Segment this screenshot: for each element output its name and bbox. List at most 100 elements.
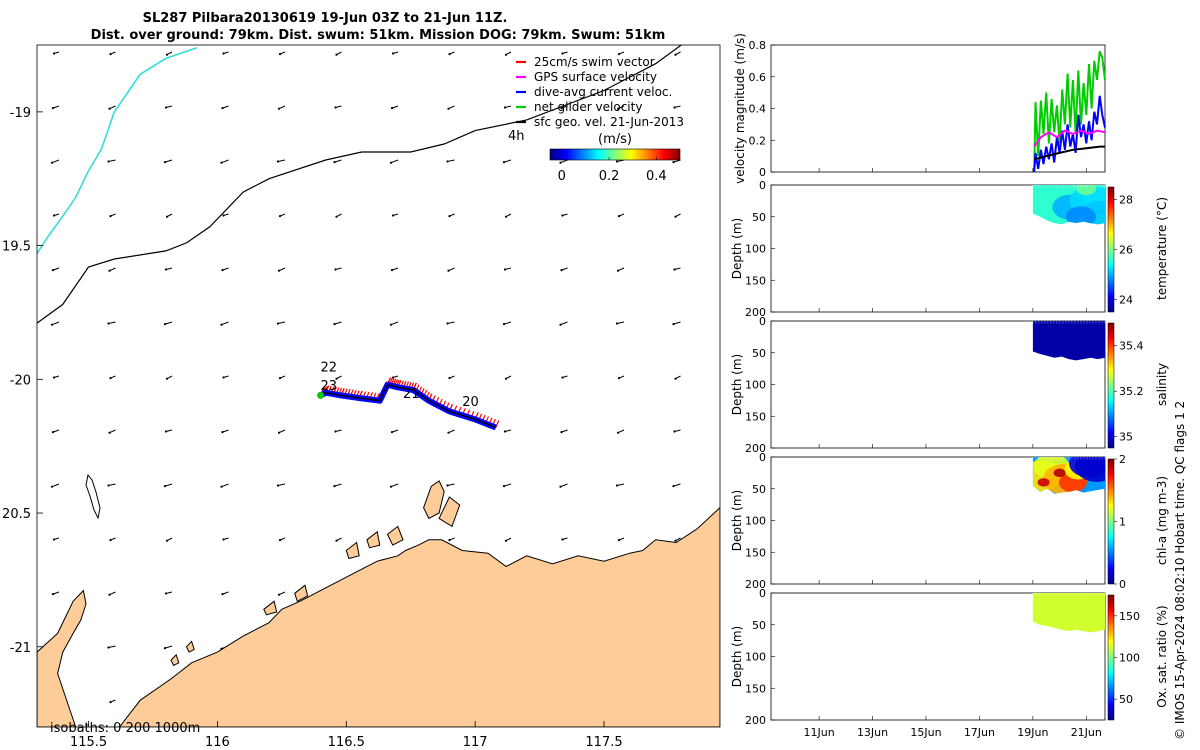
current-vector-head <box>448 215 451 218</box>
current-vector-head <box>278 215 282 218</box>
profile-data-fill <box>1032 321 1105 361</box>
current-vector-head <box>221 107 224 110</box>
profile-y-tick-label: 50 <box>752 347 766 360</box>
current-vector-head <box>276 160 280 163</box>
current-vector-head <box>447 431 450 434</box>
map-y-tick-label: -21 <box>10 641 31 656</box>
time-marker-label: 4h <box>508 129 525 144</box>
profile-patch <box>1037 478 1050 487</box>
profile-y-axis-label: Depth (m) <box>730 490 744 551</box>
current-vector-head <box>333 323 336 326</box>
map-axes-frame <box>36 44 721 728</box>
current-vector-head <box>222 52 225 55</box>
island <box>294 584 309 603</box>
current-vector-head <box>616 269 620 272</box>
current-vector-head <box>334 106 337 109</box>
velocity-y-tick-label: 0.6 <box>749 71 767 84</box>
imos-credit-note: © IMOS 15-Apr-2024 08:02:10 Hobart time.… <box>1173 401 1187 740</box>
day-label: 23 <box>321 379 338 394</box>
current-vector-head <box>503 430 507 433</box>
map-y-tick-label: -20 <box>10 373 31 388</box>
current-vector-head <box>165 53 169 56</box>
profile-patch <box>1053 468 1066 478</box>
current-vector-head <box>108 593 111 596</box>
profile-colorbar <box>1107 186 1115 313</box>
current-vector-head <box>335 53 338 56</box>
current-vector-head <box>107 322 110 325</box>
map-x-tick-label: 117 <box>463 735 488 750</box>
current-vector-head <box>52 214 56 217</box>
current-vector-head <box>109 215 112 218</box>
map-x-tick-label: 116.5 <box>328 735 365 750</box>
glider-track <box>317 377 500 431</box>
current-vector <box>164 321 173 325</box>
current-vector-head <box>165 377 169 380</box>
profile-y-axis-label: Depth (m) <box>730 626 744 687</box>
profile-colorbar-tick-label: 35.4 <box>1119 340 1144 353</box>
current-vector-head <box>277 107 281 110</box>
velocity-y-tick-label: 0 <box>759 166 766 179</box>
current-vector-head <box>559 161 562 164</box>
velocity-series-line <box>1033 51 1106 173</box>
current-vector-head <box>447 107 450 110</box>
profile-y-tick-label: 100 <box>745 379 766 392</box>
island <box>170 653 180 667</box>
profile-y-tick-label: 150 <box>745 682 766 695</box>
profile-colorbar-tick-label: 24 <box>1119 294 1133 307</box>
profile-y-tick-label: 200 <box>745 578 766 591</box>
profile-y-tick-label: 100 <box>745 515 766 528</box>
current-vector-head <box>107 160 110 163</box>
current-vector-head <box>446 160 449 163</box>
current-vector-head <box>448 377 451 380</box>
current-vector-head <box>504 539 508 542</box>
profile-colorbar-tick-label: 0 <box>1119 578 1126 591</box>
current-vector-head <box>222 376 225 379</box>
current-vector <box>51 483 60 488</box>
current-vector <box>51 159 60 164</box>
profile-y-tick-label: 50 <box>752 483 766 496</box>
profile-patches <box>1052 185 1105 225</box>
current-vector <box>616 321 625 324</box>
current-vector-head <box>220 161 223 164</box>
current-vector <box>334 483 342 487</box>
current-vector-head <box>276 484 280 487</box>
current-vector <box>221 159 229 164</box>
profile-colorbar <box>1107 458 1115 585</box>
reef-outline <box>85 473 101 520</box>
profile-colorbar-tick-label: 35 <box>1119 431 1133 444</box>
current-vector-head <box>109 539 112 542</box>
velocity-y-tick-label: 0.4 <box>749 103 767 116</box>
current-vector-head <box>446 322 449 325</box>
current-vector-head <box>163 161 167 164</box>
current-vector-head <box>164 592 168 595</box>
depth-profile-panel: 0 50 100 150 200 Depth (m) 35 35.2 35.4 salinity <box>730 315 1169 455</box>
current-vector-head <box>389 323 393 326</box>
current-vector <box>390 321 399 326</box>
profile-colorbar <box>1107 322 1115 449</box>
current-vector-head <box>561 538 564 541</box>
profile-y-axis-label: Depth (m) <box>730 218 744 279</box>
legend-entry: 25cm/s swim vector <box>534 55 655 69</box>
current-vector <box>503 159 512 163</box>
current-vector-head <box>674 53 677 56</box>
colorbar-gradient <box>549 148 681 161</box>
current-vector <box>108 321 116 324</box>
current-vector-head <box>674 539 677 542</box>
current-vector-head <box>220 323 223 326</box>
current-vector-head <box>333 161 336 164</box>
profile-patch <box>1074 457 1105 482</box>
current-vector <box>277 321 286 324</box>
current-vector-head <box>163 647 167 650</box>
profile-y-tick-label: 0 <box>759 315 766 328</box>
current-vector <box>108 483 116 486</box>
current-vector-head <box>220 485 223 488</box>
profile-colorbar-tick-label: 28 <box>1119 194 1133 207</box>
current-vector <box>51 321 60 326</box>
current-vector-head <box>164 268 168 271</box>
island <box>386 525 404 546</box>
isobath-lines <box>37 45 682 324</box>
current-vector <box>560 159 568 164</box>
